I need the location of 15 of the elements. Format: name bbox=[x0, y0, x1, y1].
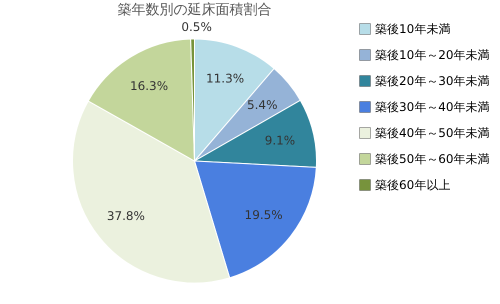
data-label: 11.3% bbox=[206, 72, 244, 86]
legend-label: 築後10年～20年未満 bbox=[375, 48, 490, 62]
data-label: 5.4% bbox=[246, 98, 278, 112]
legend-label: 築後10年未満 bbox=[375, 22, 450, 36]
legend-label: 築後50年～60年未満 bbox=[375, 152, 490, 166]
data-label: 19.5% bbox=[244, 208, 283, 222]
legend-label: 築後30年～40年未満 bbox=[375, 100, 490, 114]
legend-label: 築後60年以上 bbox=[375, 178, 450, 192]
legend-label: 築後40年～50年未満 bbox=[375, 126, 490, 140]
legend-label: 築後20年～30年未満 bbox=[375, 74, 490, 88]
data-label: 0.5% bbox=[181, 20, 212, 34]
chart-title: 築年数別の延床面積割合 bbox=[118, 2, 272, 18]
data-label: 37.8% bbox=[106, 208, 145, 223]
data-label: 9.1% bbox=[264, 134, 296, 148]
data-label: 16.3% bbox=[130, 78, 168, 93]
